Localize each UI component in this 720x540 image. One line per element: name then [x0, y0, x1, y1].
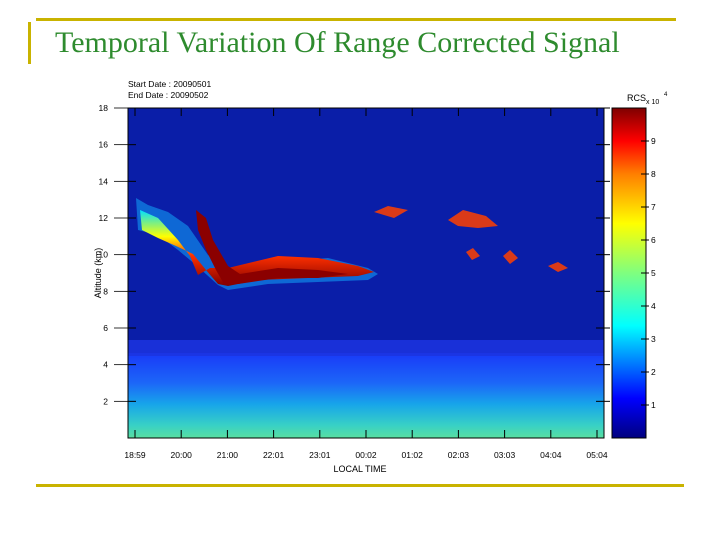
- cirrus-cloud-dense-band: [196, 210, 348, 284]
- x-tick-label: 01:02: [402, 450, 424, 460]
- x-tick-label: 03:03: [494, 450, 516, 460]
- chart-date-info: Start Date : 20090501 End Date : 2009050…: [128, 79, 211, 101]
- y-tick-label: 4: [103, 360, 108, 370]
- x-tick-label: 21:00: [217, 450, 239, 460]
- colorbar-tick-label: 4: [651, 301, 656, 311]
- title-left-rule: [28, 22, 31, 64]
- x-tick-label: 00:02: [355, 450, 377, 460]
- colorbar-tick-label: 6: [651, 235, 656, 245]
- x-tick-label: 05:04: [586, 450, 608, 460]
- colorbar-tick-label: 3: [651, 334, 656, 344]
- colorbar-tick-label: 5: [651, 268, 656, 278]
- y-axis-label: Altitude (km): [93, 248, 103, 299]
- y-tick-label: 18: [99, 103, 109, 113]
- boundary-layer-top-haze: [128, 340, 604, 356]
- colorbar-scale-label: x 10: [646, 99, 659, 106]
- y-axis-ticks: 2 4 6 8 10 12 14 16 18: [99, 103, 610, 406]
- x-tick-label: 04:04: [540, 450, 562, 460]
- y-tick-label: 8: [103, 286, 108, 296]
- colorbar-ticks: 1 2 3 4 5 6 7 8 9: [641, 136, 656, 410]
- y-tick-label: 6: [103, 323, 108, 333]
- x-axis-label: LOCAL TIME: [333, 464, 386, 474]
- start-date-label: Start Date : 20090501: [128, 79, 212, 89]
- colorbar-tick-label: 2: [651, 367, 656, 377]
- colorbar-tick-label: 1: [651, 400, 656, 410]
- colorbar-tick-label: 9: [651, 136, 656, 146]
- y-tick-label: 14: [99, 176, 109, 186]
- x-axis-ticks: 18:59 20:00 21:00 22:01 23:01 00:02 01:02 02:03…: [124, 108, 608, 460]
- x-tick-label: 18:59: [124, 450, 146, 460]
- x-tick-label: 20:00: [171, 450, 193, 460]
- colorbar-tick-label: 8: [651, 169, 656, 179]
- y-tick-label: 12: [99, 213, 109, 223]
- lidar-figure: LOCAL TIME Altitude (km) RCS x 10 4 18:5…: [93, 92, 668, 474]
- x-tick-label: 22:01: [263, 450, 285, 460]
- colorbar: [611, 107, 647, 439]
- boundary-layer-aerosol: [128, 353, 604, 438]
- slide-title: Temporal Variation Of Range Corrected Si…: [55, 26, 620, 59]
- y-tick-label: 10: [99, 250, 109, 260]
- cirrus-cloud-streaks: [374, 206, 568, 272]
- cirrus-cloud-core: [140, 210, 374, 286]
- colorbar-tick-label: 7: [651, 202, 656, 212]
- x-tick-label: 02:03: [448, 450, 470, 460]
- title-top-rule: [36, 18, 676, 21]
- footer-rule: [36, 484, 684, 487]
- x-tick-label: 23:01: [309, 450, 331, 460]
- y-tick-label: 2: [103, 396, 108, 406]
- end-date-label: End Date : 20090502: [128, 90, 209, 100]
- colorbar-label: RCS: [627, 93, 646, 103]
- colorbar-scale-exponent: 4: [664, 92, 668, 98]
- y-tick-label: 16: [99, 140, 109, 150]
